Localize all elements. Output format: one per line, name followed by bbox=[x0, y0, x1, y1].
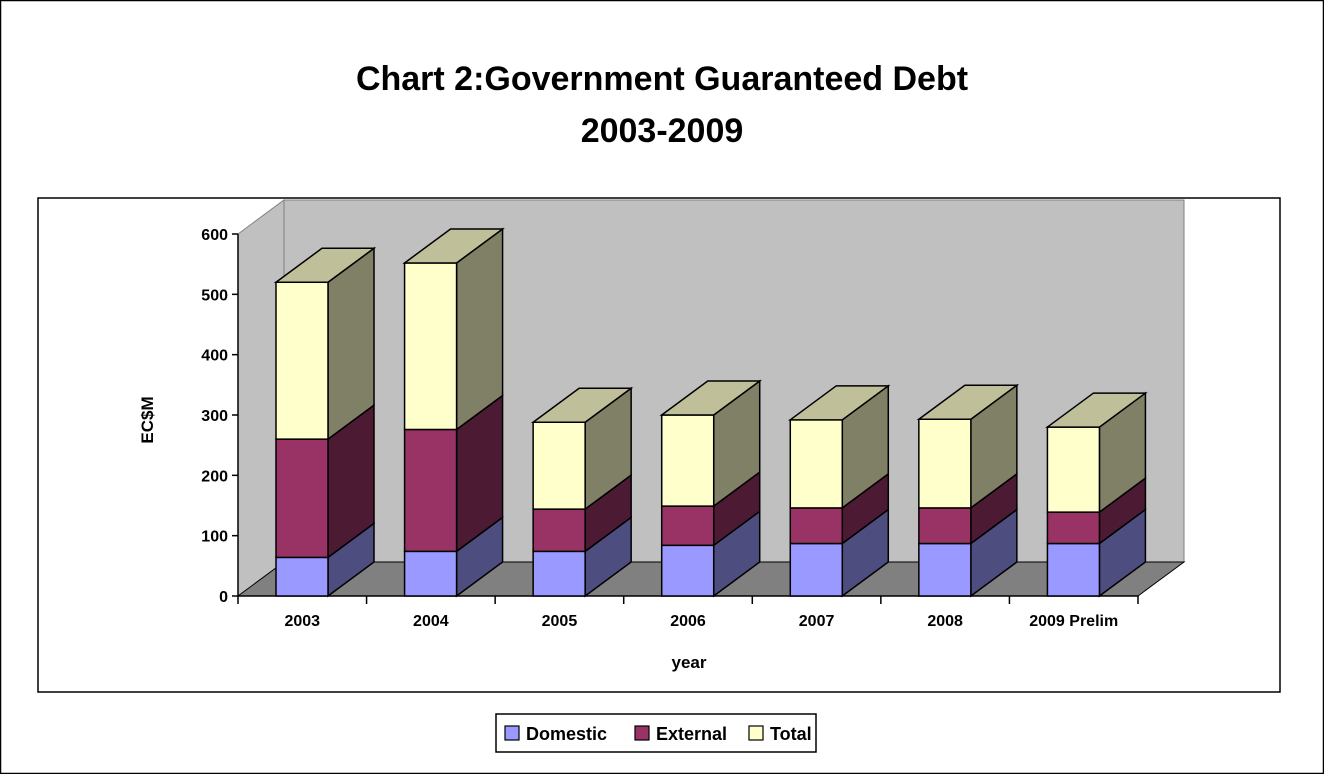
bar-stack-2008 bbox=[916, 383, 1020, 598]
bar-segment-total bbox=[1045, 391, 1148, 514]
y-tick-label: 600 bbox=[201, 227, 228, 244]
x-tick-label: 2003 bbox=[284, 613, 320, 630]
bar-stack-2003 bbox=[273, 246, 377, 598]
bars bbox=[273, 227, 1148, 598]
y-tick-label: 0 bbox=[219, 589, 228, 606]
y-tick-label: 300 bbox=[201, 408, 228, 425]
bar-segment-total bbox=[659, 379, 762, 508]
bar-stack-2006 bbox=[659, 379, 762, 598]
bar-front bbox=[660, 505, 715, 547]
bar-front bbox=[918, 542, 972, 597]
bar-front bbox=[918, 507, 972, 545]
bar-segment-total bbox=[916, 383, 1020, 510]
bar-front bbox=[660, 544, 715, 597]
bar-front bbox=[1046, 542, 1101, 597]
legend: Domestic External Total bbox=[495, 713, 817, 753]
bar-segment-external bbox=[660, 470, 761, 547]
bar-segment-total bbox=[273, 246, 377, 441]
bar-front bbox=[789, 542, 844, 597]
legend-label-domestic: Domestic bbox=[526, 724, 607, 744]
bar-segment-total bbox=[788, 384, 891, 510]
bar-front bbox=[1046, 426, 1101, 513]
bar-front bbox=[403, 428, 458, 553]
bar-front bbox=[532, 508, 586, 553]
bar-segment-domestic bbox=[275, 521, 375, 598]
bar-segment-external bbox=[1046, 476, 1147, 545]
bar-front bbox=[275, 438, 329, 559]
bar-top bbox=[402, 228, 505, 264]
x-axis: 2003 2004 2005 2006 2007 2008 2009 Prelim bbox=[237, 595, 1139, 630]
bar-segment-domestic bbox=[918, 508, 1018, 598]
bar-segment-domestic bbox=[403, 515, 504, 598]
bar-segment-external bbox=[275, 403, 375, 559]
bar-top bbox=[916, 384, 1020, 420]
bar-stack-2004 bbox=[402, 227, 505, 598]
bar-segment-external bbox=[403, 393, 504, 553]
x-tick-label: 2008 bbox=[927, 613, 963, 630]
bar-top bbox=[1045, 392, 1148, 428]
legend-label-total: Total bbox=[770, 724, 812, 744]
bar-stack-2007 bbox=[788, 384, 891, 598]
bar-front bbox=[660, 414, 715, 507]
bar-segment-domestic bbox=[532, 515, 632, 598]
bar-segment-total bbox=[402, 227, 505, 431]
legend-swatch-total bbox=[748, 725, 764, 741]
bar-front bbox=[789, 507, 844, 545]
y-axis: 0 100 200 300 400 500 600 bbox=[201, 227, 239, 606]
x-tick-label: 2007 bbox=[799, 613, 835, 630]
x-axis-title: year bbox=[672, 653, 707, 672]
bar-front bbox=[1046, 511, 1101, 545]
bar-front bbox=[275, 281, 329, 440]
chart-title-line2: 2003-2009 bbox=[581, 112, 744, 150]
x-tick-label: 2006 bbox=[670, 613, 706, 630]
legend-swatch-external bbox=[634, 725, 650, 741]
bar-segment-total bbox=[530, 386, 634, 511]
bar-top bbox=[273, 247, 377, 284]
bar-stack-2005 bbox=[530, 386, 634, 598]
y-tick-label: 500 bbox=[201, 287, 228, 304]
bar-segment-domestic bbox=[1046, 508, 1147, 598]
bar-top bbox=[659, 380, 762, 416]
bar-front bbox=[918, 418, 972, 509]
x-tick-label: 2005 bbox=[542, 613, 578, 630]
bar-stack-2009-prelim bbox=[1045, 391, 1148, 598]
bar-front bbox=[532, 421, 586, 510]
y-axis-title: EC$M bbox=[138, 396, 157, 443]
bar-segment-external bbox=[789, 472, 890, 545]
y-tick-label: 400 bbox=[201, 348, 228, 365]
bar-front bbox=[275, 556, 329, 597]
bar-front bbox=[789, 419, 844, 509]
y-tick-label: 200 bbox=[201, 468, 228, 485]
bar-segment-domestic bbox=[789, 508, 890, 598]
bar-front bbox=[403, 550, 458, 597]
bar-top bbox=[788, 385, 891, 421]
x-tick-label: 2004 bbox=[413, 613, 449, 630]
legend-swatch-domestic bbox=[504, 725, 520, 741]
bar-front bbox=[403, 262, 458, 431]
y-tick-label: 100 bbox=[201, 529, 228, 546]
legend-label-external: External bbox=[656, 724, 727, 744]
bar-top bbox=[530, 387, 634, 423]
bar-side bbox=[455, 227, 504, 431]
bar-front bbox=[532, 550, 586, 597]
x-tick-label: 2009 Prelim bbox=[1029, 613, 1118, 630]
chart-title-line1: Chart 2:Government Guaranteed Debt bbox=[356, 60, 968, 98]
